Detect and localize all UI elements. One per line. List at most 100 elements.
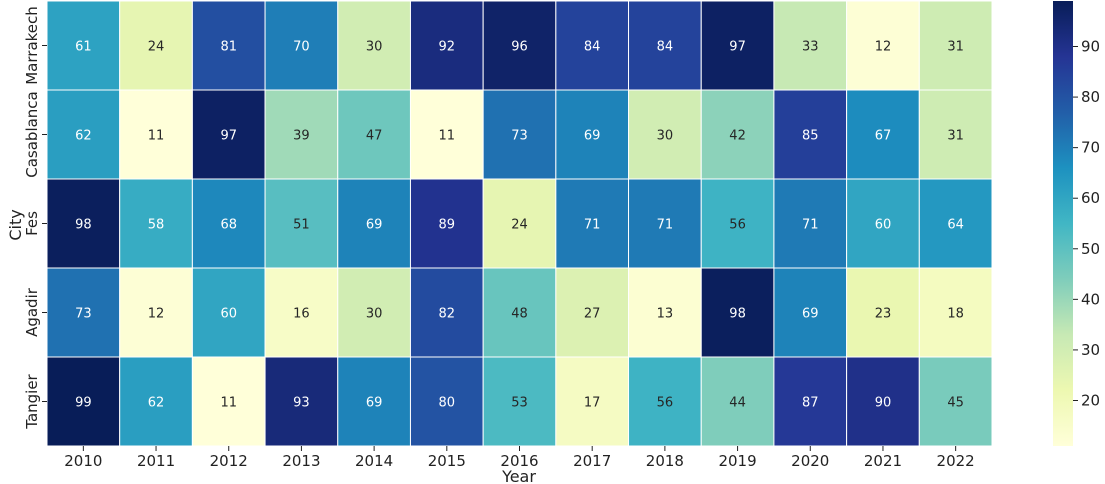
heatmap-cell — [46, 89, 121, 180]
x-tick-label: 2012 — [210, 452, 248, 470]
heatmap-cell — [337, 0, 411, 91]
heatmap-cell — [409, 0, 484, 91]
heatmap-cell — [700, 178, 775, 269]
colorbar-tick-label: 80 — [1081, 88, 1100, 106]
heatmap-cell — [846, 89, 920, 180]
y-tick-labels: Marrakech Casablanca Fes Agadir Tangier — [23, 6, 47, 430]
cell-value-label: 51 — [293, 218, 310, 233]
cell-value-label: 60 — [220, 307, 237, 322]
cell-value-label: 71 — [584, 218, 601, 233]
heatmap-cell — [482, 89, 557, 180]
cell-value-label: 39 — [293, 129, 310, 144]
cell-value-label: 62 — [75, 129, 92, 144]
heatmap-cell — [555, 89, 630, 180]
heatmap-cell — [46, 267, 121, 358]
cell-value-label: 69 — [584, 129, 601, 144]
heatmap-cell — [119, 178, 193, 269]
heatmap-cells: 61 24 81 70 30 92 96 84 84 97 33 12 31 62 11 97 39 47 11 73… — [46, 0, 993, 447]
cell-value-label: 11 — [148, 129, 165, 144]
heatmap-cell — [773, 178, 848, 269]
cell-value-label: 82 — [439, 307, 456, 322]
colorbar-gradient — [1053, 1, 1073, 446]
cell-value-label: 31 — [947, 40, 964, 55]
heatmap-cell — [191, 267, 266, 358]
cell-value-label: 64 — [947, 218, 964, 233]
heatmap-cell — [46, 0, 121, 91]
colorbar-tick-label: 50 — [1081, 240, 1100, 258]
cell-value-label: 42 — [729, 129, 746, 144]
heatmap-cell — [918, 356, 993, 447]
x-tick-label: 2019 — [718, 452, 756, 470]
cell-value-label: 30 — [657, 129, 674, 144]
y-tick-label: Tangier — [23, 373, 41, 429]
heatmap-cell — [555, 267, 630, 358]
cell-value-label: 12 — [148, 307, 165, 322]
heatmap-cell — [191, 0, 266, 91]
heatmap-cell — [264, 356, 339, 447]
heatmap-cell — [409, 267, 484, 358]
cell-value-label: 23 — [875, 307, 892, 322]
x-tick-label: 2020 — [791, 452, 829, 470]
cell-value-label: 69 — [366, 218, 383, 233]
heatmap-cell — [337, 89, 411, 180]
cell-value-label: 80 — [439, 396, 456, 411]
colorbar-tick-label: 60 — [1081, 189, 1100, 207]
cell-value-label: 53 — [511, 396, 528, 411]
colorbar-tick-label: 70 — [1081, 139, 1100, 157]
heatmap-cell — [482, 267, 557, 358]
y-axis-label: City — [6, 209, 25, 240]
cell-value-label: 31 — [947, 129, 964, 144]
heatmap-cell — [918, 89, 993, 180]
x-tick-label: 2016 — [500, 452, 538, 470]
cell-value-label: 84 — [584, 40, 601, 55]
x-tick-label: 2017 — [573, 452, 611, 470]
y-tick-label: Fes — [23, 211, 41, 236]
x-tick-label: 2021 — [864, 452, 902, 470]
y-tick-label: Agadir — [23, 287, 41, 337]
heatmap-cell — [700, 0, 775, 91]
heatmap-cell — [628, 89, 702, 180]
heatmap-cell — [846, 356, 920, 447]
x-tick-label: 2010 — [64, 452, 102, 470]
heatmap-cell — [264, 89, 339, 180]
cell-value-label: 30 — [366, 307, 383, 322]
heatmap-cell — [191, 89, 266, 180]
heatmap-cell — [191, 178, 266, 269]
heatmap-cell — [918, 178, 993, 269]
cell-value-label: 11 — [439, 129, 456, 144]
cell-value-label: 97 — [220, 129, 237, 144]
heatmap-cell — [482, 356, 557, 447]
colorbar-tick-label: 40 — [1081, 290, 1100, 308]
cell-value-label: 33 — [802, 40, 819, 55]
cell-value-label: 67 — [875, 129, 892, 144]
cell-value-label: 47 — [366, 129, 383, 144]
cell-value-label: 73 — [75, 307, 92, 322]
heatmap-cell — [773, 267, 848, 358]
heatmap-cell — [700, 267, 775, 358]
cell-value-label: 24 — [148, 40, 165, 55]
heatmap-cell — [846, 178, 920, 269]
x-tick-label: 2015 — [428, 452, 466, 470]
cell-value-label: 18 — [947, 307, 964, 322]
cell-value-label: 97 — [729, 40, 746, 55]
colorbar-tick-label: 20 — [1081, 391, 1100, 409]
y-tick-label: Casablanca — [23, 91, 41, 178]
cell-value-label: 69 — [366, 396, 383, 411]
colorbar: 20 30 40 50 60 70 80 90 — [1053, 1, 1100, 446]
cell-value-label: 13 — [657, 307, 674, 322]
cell-value-label: 84 — [657, 40, 674, 55]
cell-value-label: 17 — [584, 396, 601, 411]
cell-value-label: 93 — [293, 396, 310, 411]
cell-value-label: 12 — [875, 40, 892, 55]
cell-value-label: 89 — [439, 218, 456, 233]
heatmap-cell — [918, 267, 993, 358]
cell-value-label: 98 — [729, 307, 746, 322]
heatmap-cell — [555, 0, 630, 91]
heatmap-cell — [628, 178, 702, 269]
heatmap-cell — [846, 0, 920, 91]
cell-value-label: 44 — [729, 396, 746, 411]
cell-value-label: 73 — [511, 129, 528, 144]
cell-value-label: 24 — [511, 218, 528, 233]
cell-value-label: 90 — [875, 396, 892, 411]
cell-value-label: 85 — [802, 129, 819, 144]
